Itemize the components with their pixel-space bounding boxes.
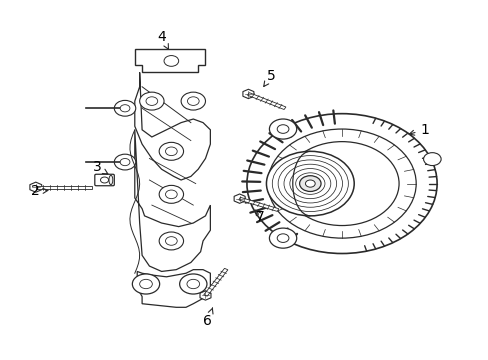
Polygon shape (200, 291, 210, 300)
Polygon shape (137, 270, 210, 307)
Circle shape (101, 177, 108, 183)
Text: 2: 2 (31, 184, 48, 198)
Polygon shape (243, 89, 253, 99)
Circle shape (266, 151, 353, 216)
Polygon shape (36, 185, 92, 189)
Polygon shape (135, 130, 210, 271)
Text: 4: 4 (157, 30, 168, 49)
Text: 3: 3 (93, 161, 108, 175)
Circle shape (159, 142, 183, 160)
Circle shape (165, 147, 177, 156)
Circle shape (269, 119, 296, 139)
Circle shape (165, 190, 177, 199)
Circle shape (146, 97, 158, 105)
Circle shape (181, 92, 205, 110)
Circle shape (114, 154, 136, 170)
Circle shape (165, 237, 177, 245)
Circle shape (423, 153, 440, 166)
Circle shape (140, 279, 152, 289)
Circle shape (187, 97, 199, 105)
Circle shape (179, 274, 206, 294)
FancyBboxPatch shape (95, 174, 114, 186)
Circle shape (159, 185, 183, 203)
Circle shape (277, 234, 288, 242)
Circle shape (163, 55, 178, 66)
Circle shape (140, 92, 163, 110)
Circle shape (277, 125, 288, 133)
Ellipse shape (109, 175, 113, 185)
Polygon shape (239, 197, 278, 211)
Circle shape (159, 232, 183, 250)
Polygon shape (203, 268, 227, 296)
Circle shape (267, 129, 415, 238)
Circle shape (132, 274, 159, 294)
Circle shape (246, 114, 436, 253)
Text: 6: 6 (203, 308, 213, 328)
Circle shape (120, 158, 130, 166)
Circle shape (299, 176, 321, 192)
Text: 7: 7 (255, 210, 264, 224)
Text: 1: 1 (408, 123, 428, 137)
Circle shape (269, 228, 296, 248)
Polygon shape (135, 49, 205, 72)
Circle shape (186, 279, 199, 289)
Text: 5: 5 (263, 69, 275, 86)
Polygon shape (247, 93, 285, 109)
Polygon shape (30, 182, 41, 192)
Circle shape (120, 105, 130, 112)
Circle shape (285, 141, 398, 226)
Circle shape (114, 100, 136, 116)
Polygon shape (234, 194, 244, 203)
Circle shape (305, 180, 315, 187)
Polygon shape (135, 72, 210, 180)
